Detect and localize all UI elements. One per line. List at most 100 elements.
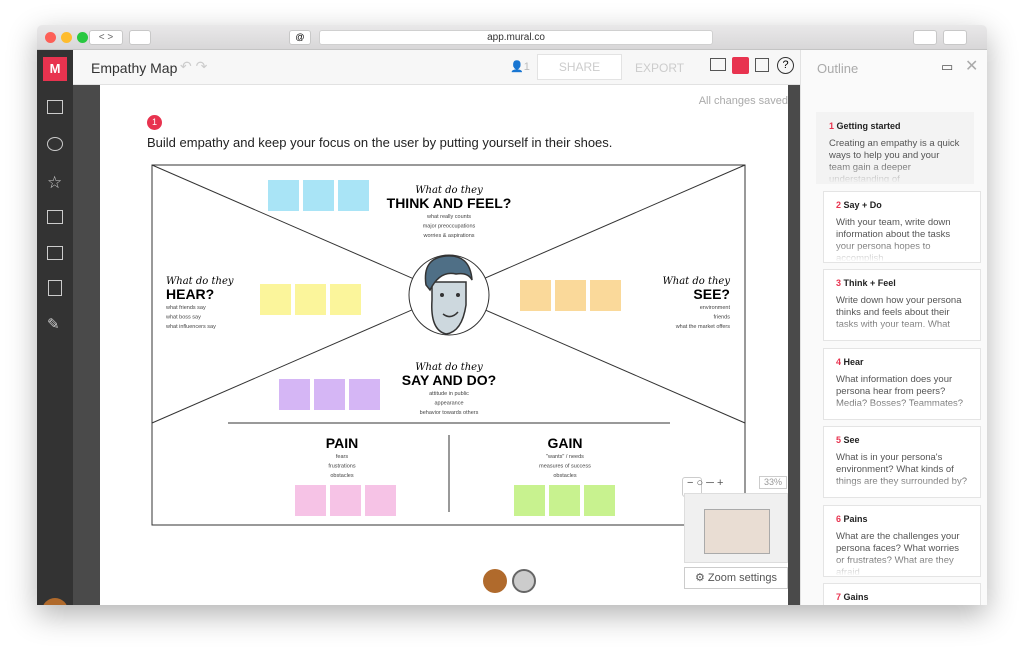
count: 1 [523, 61, 530, 73]
item-text: Write down how your persona thinks and f… [836, 295, 962, 330]
section-note: appearance [434, 401, 463, 407]
close-outline[interactable]: ✕ [965, 58, 979, 75]
item-number: 1 [829, 121, 835, 131]
sticky-tool[interactable] [47, 100, 63, 114]
shape-tool[interactable] [47, 137, 63, 151]
export-button[interactable]: EXPORT [635, 61, 685, 75]
maximize-button[interactable] [77, 32, 88, 43]
file-tool[interactable] [48, 280, 62, 296]
zoom-slider[interactable]: − ○ ─ + [687, 477, 724, 489]
top-toolbar: Empathy Map ↶ ↷ 👤1 SHARE EXPORT ? [73, 50, 800, 85]
user-count: 👤1 [510, 61, 530, 73]
minimap[interactable] [684, 493, 788, 563]
persona-face [424, 255, 473, 335]
section-heading: SEE? [693, 286, 730, 302]
outline-item[interactable]: 6 Pains What are the challenges your pers… [823, 504, 981, 577]
sticky-note [584, 485, 615, 516]
item-text: With your team, write down information a… [836, 216, 951, 263]
collaborator[interactable] [483, 569, 507, 593]
section-note: what boss say [165, 315, 201, 321]
item-title: 3 Think + Feel [836, 278, 968, 288]
section-script: What do they [415, 362, 483, 373]
close-button[interactable] [45, 32, 56, 43]
outline-button[interactable] [732, 57, 749, 74]
section-note: what influencers say [165, 324, 216, 330]
help-button[interactable]: ? [777, 57, 794, 74]
icon-tool[interactable]: ☆ [47, 173, 63, 192]
sticky-note [555, 280, 586, 311]
item-number: 2 [836, 199, 842, 210]
section-note: attitude in public [429, 391, 469, 397]
canvas-edge [73, 85, 100, 605]
section-note: "wants" / needs [546, 454, 584, 460]
section-note: behavior towards others [420, 410, 479, 416]
search-button[interactable] [755, 58, 769, 72]
comments-button[interactable] [710, 58, 726, 71]
section-note: what friends say [165, 305, 206, 311]
item-title: 5 See [836, 435, 968, 445]
collaborator[interactable] [512, 569, 536, 593]
sticky-note [268, 180, 299, 211]
section-heading: HEAR? [166, 286, 214, 302]
address-bar[interactable]: app.mural.co [319, 30, 713, 45]
share-button[interactable] [913, 30, 937, 45]
tabs-button[interactable] [943, 30, 967, 45]
window: < > @ app.mural.co M ☆ ✎ Empathy Map ↶ ↷… [37, 25, 987, 605]
frame-tool[interactable] [47, 210, 63, 224]
step-badge: 1 [147, 115, 162, 130]
user-avatar[interactable] [42, 598, 68, 605]
pen-tool[interactable]: ✎ [47, 316, 60, 333]
zoom-settings-label: Zoom settings [707, 572, 777, 584]
canvas-edge [788, 85, 800, 605]
section-heading: GAIN [548, 435, 583, 451]
sticky-note [295, 485, 326, 516]
section-note: obstacles [553, 473, 576, 479]
item-number: 6 [836, 513, 842, 524]
sticky-note [330, 485, 361, 516]
share-button[interactable]: SHARE [537, 54, 622, 80]
outline-item[interactable]: 7 GainsWhat does your persona need to be… [823, 583, 981, 605]
outline-item[interactable]: 4 Hear What information does your persona… [823, 347, 981, 420]
item-text: Creating an empathy is a quick ways to h… [829, 138, 960, 184]
sticky-note [260, 284, 291, 315]
item-heading: See [843, 435, 860, 445]
outline-item[interactable]: 2 Say + Do With your team, write down inf… [823, 190, 981, 263]
privacy-button[interactable]: @ [289, 30, 311, 45]
item-title: 7 Gains [836, 592, 968, 602]
present-button[interactable]: ▭ [941, 59, 954, 74]
save-status: All changes saved [698, 95, 788, 107]
sticky-note [279, 379, 310, 410]
sticky-note [295, 284, 326, 315]
browser-bar: < > @ app.mural.co [37, 25, 987, 50]
outline-title: Outline [817, 61, 859, 76]
item-text: What information does your persona hear … [836, 373, 964, 409]
minimize-button[interactable] [61, 32, 72, 43]
section-note: fears [336, 454, 348, 460]
logo[interactable]: M [43, 57, 67, 81]
item-number: 5 [836, 435, 842, 445]
item-title: 4 Hear [836, 357, 968, 367]
item-title: 1 Getting started [829, 121, 961, 131]
sticky-note [514, 485, 545, 516]
section-note: environment [700, 305, 731, 311]
zoom-settings[interactable]: ⚙ Zoom settings [684, 567, 788, 589]
outline-panel: Outline ▭ ✕ 1 Getting started Creating an… [800, 50, 987, 605]
mural-title[interactable]: Empathy Map [91, 60, 178, 76]
section-heading: PAIN [326, 435, 358, 451]
section-note: friends [713, 315, 730, 321]
zoom-level: 33% [759, 476, 787, 489]
instruction: Build empathy and keep your focus on the… [147, 135, 613, 150]
outline-item[interactable]: 1 Getting started Creating an empathy is … [816, 112, 974, 184]
image-tool[interactable] [47, 246, 63, 260]
sidebar-button[interactable] [129, 30, 151, 45]
section-script: What do they [662, 276, 730, 287]
nav-buttons[interactable]: < > [89, 30, 123, 45]
undo-redo[interactable]: ↶ ↷ [180, 58, 208, 74]
outline-item[interactable]: 3 Think + Feel Write down how your person… [823, 269, 981, 341]
item-number: 7 [836, 592, 842, 602]
minimap-view [704, 509, 770, 554]
item-heading: Hear [843, 356, 864, 367]
outline-item[interactable]: 5 See What is in your persona's environme… [823, 426, 981, 498]
item-text: What are the challenges your persona fac… [836, 530, 960, 577]
